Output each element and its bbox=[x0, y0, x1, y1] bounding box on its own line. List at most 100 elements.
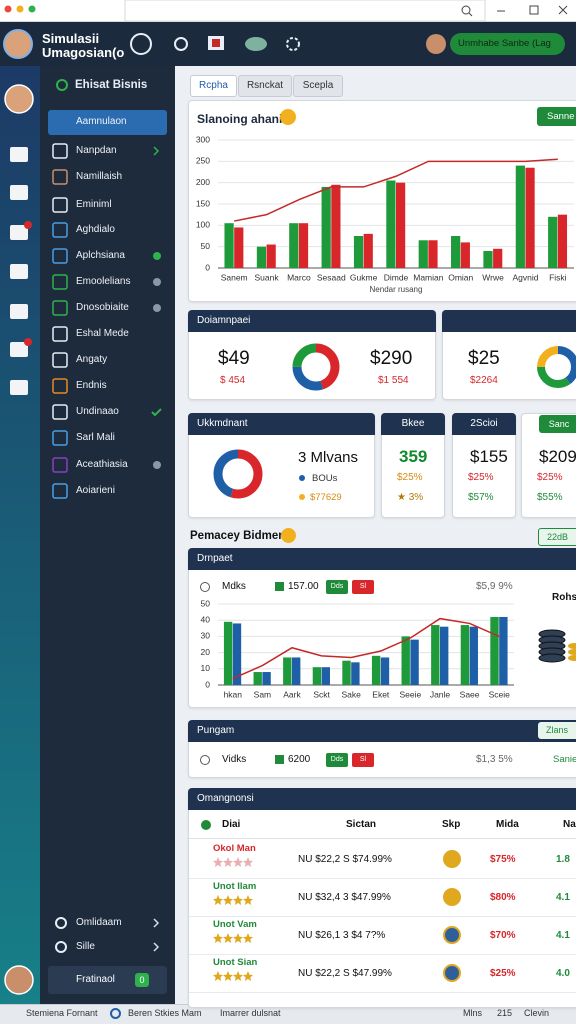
sidebar-icon bbox=[52, 378, 68, 394]
badge-button[interactable]: Dds bbox=[326, 580, 348, 594]
sidebar-item[interactable]: Eshal Mede bbox=[76, 328, 129, 339]
bar bbox=[493, 248, 503, 268]
row-pct: $70% bbox=[490, 930, 516, 941]
sidebar-item[interactable]: Emoolelians bbox=[76, 276, 131, 287]
status-pill[interactable]: Unmhabe Sanbe (Lag bbox=[450, 33, 565, 55]
bar bbox=[262, 672, 271, 685]
x-tick-label: Wrwe bbox=[482, 272, 504, 282]
chevron bbox=[153, 942, 160, 952]
bar bbox=[351, 662, 360, 685]
sidebar-item[interactable]: Eminiml bbox=[76, 199, 112, 210]
card-header bbox=[442, 310, 576, 332]
sidebar-icon bbox=[52, 483, 68, 499]
bar bbox=[224, 223, 234, 268]
status-text: Beren Stkies Mam bbox=[128, 1008, 202, 1018]
tab[interactable]: Scepla bbox=[293, 75, 343, 97]
y-tick-label: 0 bbox=[205, 262, 210, 272]
sidebar-icon bbox=[52, 197, 68, 213]
card-header bbox=[188, 310, 436, 332]
sidebar-item[interactable]: Nanpdan bbox=[76, 145, 117, 156]
status-text: Imarrer dulsnat bbox=[220, 1008, 281, 1018]
sidebar-item[interactable]: Aghdialo bbox=[76, 224, 115, 235]
row-price: NU $22,2 S $47.99% bbox=[298, 968, 392, 979]
x-tick-label: Suank bbox=[254, 272, 279, 282]
chart: 0 10 20 30 40 50 hkan Sam Aark Sckt Sake Eket Seeie J… bbox=[201, 598, 514, 699]
bar bbox=[440, 626, 449, 685]
bar bbox=[410, 639, 419, 685]
bar bbox=[460, 242, 470, 268]
sidebar-item[interactable]: Endnis bbox=[76, 380, 107, 391]
bar bbox=[548, 216, 558, 268]
bar bbox=[451, 236, 461, 268]
stat-value: $25 bbox=[468, 348, 500, 369]
y-tick-label: 40 bbox=[201, 614, 211, 624]
divider bbox=[189, 878, 576, 879]
sidebar-item-active[interactable] bbox=[48, 110, 167, 135]
bar bbox=[342, 660, 351, 685]
card-button[interactable]: Sanne bbox=[537, 107, 576, 126]
sidebar-item[interactable]: Sarl Mali bbox=[76, 432, 115, 443]
sidebar-item[interactable]: Undinaao bbox=[76, 406, 119, 417]
sidebar-item[interactable]: Aoiarieni bbox=[76, 485, 115, 496]
card-title: Bkee bbox=[401, 418, 425, 429]
tab[interactable]: Rcpha bbox=[190, 75, 237, 97]
x-tick-label: Sake bbox=[342, 689, 362, 699]
sidebar-item[interactable]: Aamnulaon bbox=[76, 116, 127, 127]
x-tick-label: hkan bbox=[224, 689, 243, 699]
stat-sub: $25% bbox=[537, 472, 563, 483]
bar bbox=[525, 167, 535, 268]
bar bbox=[321, 186, 331, 268]
star bbox=[223, 933, 233, 943]
donut-segment bbox=[292, 343, 340, 391]
sidebar-item[interactable]: Aplchsiana bbox=[76, 250, 125, 261]
sidebar-icon bbox=[52, 326, 68, 342]
x-tick-label: Sesaad bbox=[317, 272, 346, 282]
star bbox=[243, 971, 253, 981]
star bbox=[213, 971, 223, 981]
sidebar-item[interactable]: Namillaish bbox=[76, 171, 123, 182]
bar bbox=[460, 625, 470, 685]
bar bbox=[363, 233, 373, 268]
coin bbox=[568, 649, 576, 655]
y-tick-label: 300 bbox=[196, 134, 210, 144]
donut-segment bbox=[537, 346, 576, 388]
x-tick-label: Omian bbox=[448, 272, 473, 282]
emoji bbox=[281, 528, 296, 543]
sidebar-item[interactable]: Sille bbox=[76, 941, 95, 952]
card-header bbox=[188, 413, 375, 435]
badge-button[interactable]: Sl bbox=[352, 753, 374, 767]
sidebar-icon bbox=[55, 941, 67, 953]
tab[interactable]: Rsnckat bbox=[238, 75, 292, 97]
sidebar-item[interactable]: Dnosobiaite bbox=[76, 302, 129, 313]
pill: Zlans bbox=[538, 722, 576, 739]
star bbox=[233, 857, 243, 867]
star bbox=[243, 857, 253, 867]
row-icon bbox=[443, 888, 461, 906]
sidebar-item[interactable]: Angaty bbox=[76, 354, 108, 365]
stat-sub: $1 554 bbox=[378, 375, 409, 386]
profile-badge: 0 bbox=[135, 973, 149, 987]
sidebar-item[interactable]: Omlidaam bbox=[76, 917, 122, 928]
row-label: Vidks bbox=[222, 754, 247, 765]
card-header bbox=[188, 720, 576, 742]
badge-button[interactable]: Sl bbox=[352, 580, 374, 594]
sidebar-icon bbox=[52, 430, 68, 446]
status-text: Stemiena Fornant bbox=[26, 1008, 98, 1018]
stat-value: $155 bbox=[470, 447, 508, 466]
sidebar-item[interactable]: Aceathiasia bbox=[76, 459, 128, 470]
row-na: 4.0 bbox=[556, 968, 570, 979]
sidebar-icon bbox=[52, 143, 68, 159]
legend-dot bbox=[299, 494, 305, 500]
bar bbox=[289, 223, 299, 268]
status-text: Clevin bbox=[524, 1008, 550, 1018]
bar bbox=[321, 667, 330, 685]
sidebar-icon bbox=[52, 274, 68, 290]
stat-sub: $77629 bbox=[310, 492, 342, 503]
rating bbox=[213, 971, 253, 981]
card-title: Ukkmdnant bbox=[197, 418, 248, 429]
row-icon bbox=[200, 582, 210, 592]
line-series bbox=[234, 158, 558, 222]
bar bbox=[469, 626, 478, 685]
badge-button[interactable]: Dds bbox=[326, 753, 348, 767]
card-title: Pungam bbox=[197, 725, 235, 736]
